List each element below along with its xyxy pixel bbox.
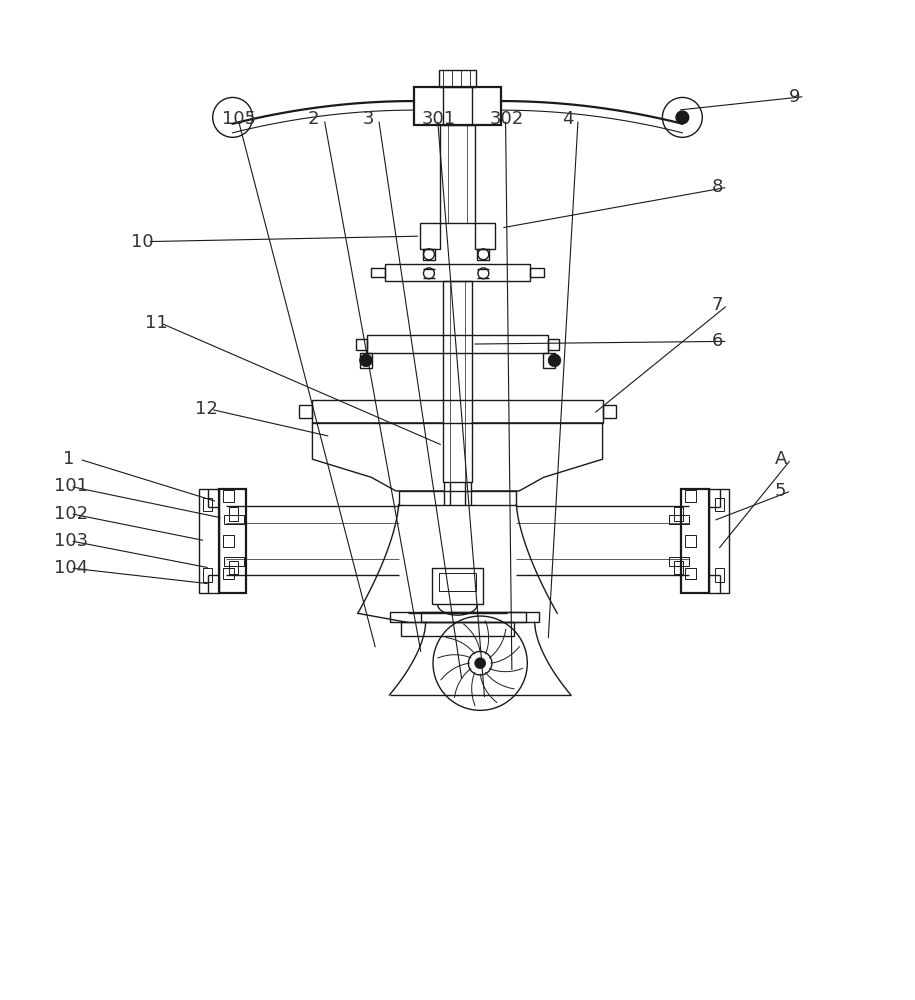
Bar: [312, 400, 603, 423]
Bar: [530, 268, 544, 277]
Bar: [685, 490, 696, 502]
Bar: [421, 612, 539, 622]
Bar: [299, 405, 312, 418]
Bar: [229, 561, 238, 574]
Text: 302: 302: [490, 110, 523, 128]
Bar: [715, 498, 724, 511]
Text: 102: 102: [54, 505, 88, 523]
Bar: [708, 489, 728, 593]
Bar: [674, 561, 684, 574]
Circle shape: [468, 651, 492, 675]
Text: 10: 10: [131, 233, 154, 251]
Bar: [224, 557, 244, 566]
Bar: [440, 125, 475, 223]
Bar: [222, 568, 233, 579]
Bar: [222, 535, 233, 547]
Circle shape: [676, 111, 689, 124]
Bar: [543, 353, 555, 368]
Circle shape: [360, 354, 372, 367]
Bar: [222, 490, 233, 502]
Text: 2: 2: [308, 110, 319, 128]
Text: 4: 4: [562, 110, 574, 128]
Text: 7: 7: [711, 296, 723, 314]
Text: A: A: [775, 450, 787, 468]
Bar: [548, 339, 559, 350]
Bar: [229, 507, 238, 521]
Text: 104: 104: [54, 559, 88, 577]
Bar: [414, 87, 501, 125]
Text: 105: 105: [221, 110, 256, 128]
Bar: [669, 515, 689, 524]
Bar: [475, 223, 495, 249]
Bar: [203, 568, 211, 582]
Bar: [385, 264, 530, 281]
Text: 301: 301: [421, 110, 456, 128]
Bar: [685, 568, 696, 579]
Circle shape: [548, 354, 561, 367]
Bar: [423, 249, 435, 260]
Bar: [356, 339, 367, 350]
Bar: [715, 568, 724, 582]
Circle shape: [475, 658, 486, 669]
Text: 103: 103: [54, 532, 88, 550]
Text: 1: 1: [63, 450, 74, 468]
Bar: [669, 557, 689, 566]
Bar: [478, 249, 490, 260]
Text: 9: 9: [789, 88, 800, 106]
Bar: [199, 489, 219, 593]
Bar: [685, 535, 696, 547]
Bar: [402, 622, 513, 636]
Bar: [399, 491, 516, 505]
Bar: [390, 612, 525, 622]
Bar: [219, 489, 246, 593]
Text: 5: 5: [775, 482, 786, 500]
Text: 6: 6: [711, 332, 723, 350]
Bar: [682, 489, 708, 593]
Bar: [443, 281, 472, 482]
Bar: [224, 515, 244, 524]
Text: 101: 101: [54, 477, 88, 495]
Bar: [603, 405, 616, 418]
Text: 8: 8: [711, 178, 723, 196]
Bar: [367, 335, 548, 353]
Bar: [674, 507, 684, 521]
Text: 3: 3: [362, 110, 374, 128]
Bar: [203, 498, 211, 511]
Bar: [371, 268, 385, 277]
Text: 12: 12: [195, 400, 218, 418]
Text: 11: 11: [145, 314, 167, 332]
Bar: [432, 568, 483, 604]
Bar: [360, 353, 372, 368]
Bar: [420, 223, 440, 249]
Bar: [439, 573, 476, 591]
Bar: [439, 70, 476, 87]
